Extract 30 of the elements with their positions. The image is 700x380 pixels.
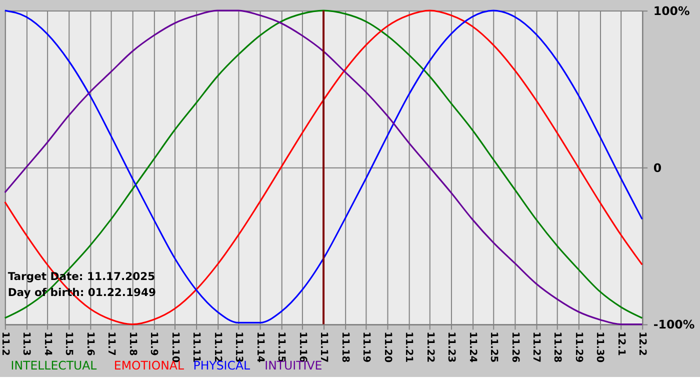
text: INTELLECTUAL [10,358,98,372]
x-tick-label: 11.17 [318,332,330,363]
x-tick-label: 11.23 [446,332,457,363]
x-tick-label: 11.3 [20,332,32,356]
x-tick-label: 11.7 [106,332,117,356]
x-tick-label: 11.25 [488,332,500,363]
x-tick-label: 11.10 [169,332,180,363]
x-tick-label: 11.20 [382,332,393,363]
x-tick-label: 11.18 [339,332,350,363]
y-tick-label: -100% [653,318,695,332]
x-tick-label: 11.24 [466,332,478,363]
x-tick-label: 11.27 [530,332,542,363]
x-tick-label: 11.8 [126,332,138,356]
x-tick-label: 11.26 [509,332,520,363]
x-tick-label: 11.9 [148,332,160,356]
x-tick-label: 11.4 [42,332,53,356]
y-tick-label: 100% [653,4,690,18]
x-tick-label: 11.5 [63,332,74,356]
x-tick-label: 11.29 [572,332,584,363]
x-tick-label: 12.1 [615,332,626,356]
x-tick-label: 11.30 [594,332,606,363]
x-tick-label: 12.2 [636,332,648,356]
x-tick-label: 11.21 [403,332,414,363]
x-tick-label: 11.22 [424,332,436,363]
x-tick-label: 11.2 [0,332,10,356]
x-tick-label: 11.28 [552,332,563,363]
x-tick-label: 11.6 [84,332,96,356]
x-tick-label: 11.19 [360,332,372,363]
x-tick-label: 11.14 [254,332,266,363]
y-tick-label: 0 [653,160,662,175]
